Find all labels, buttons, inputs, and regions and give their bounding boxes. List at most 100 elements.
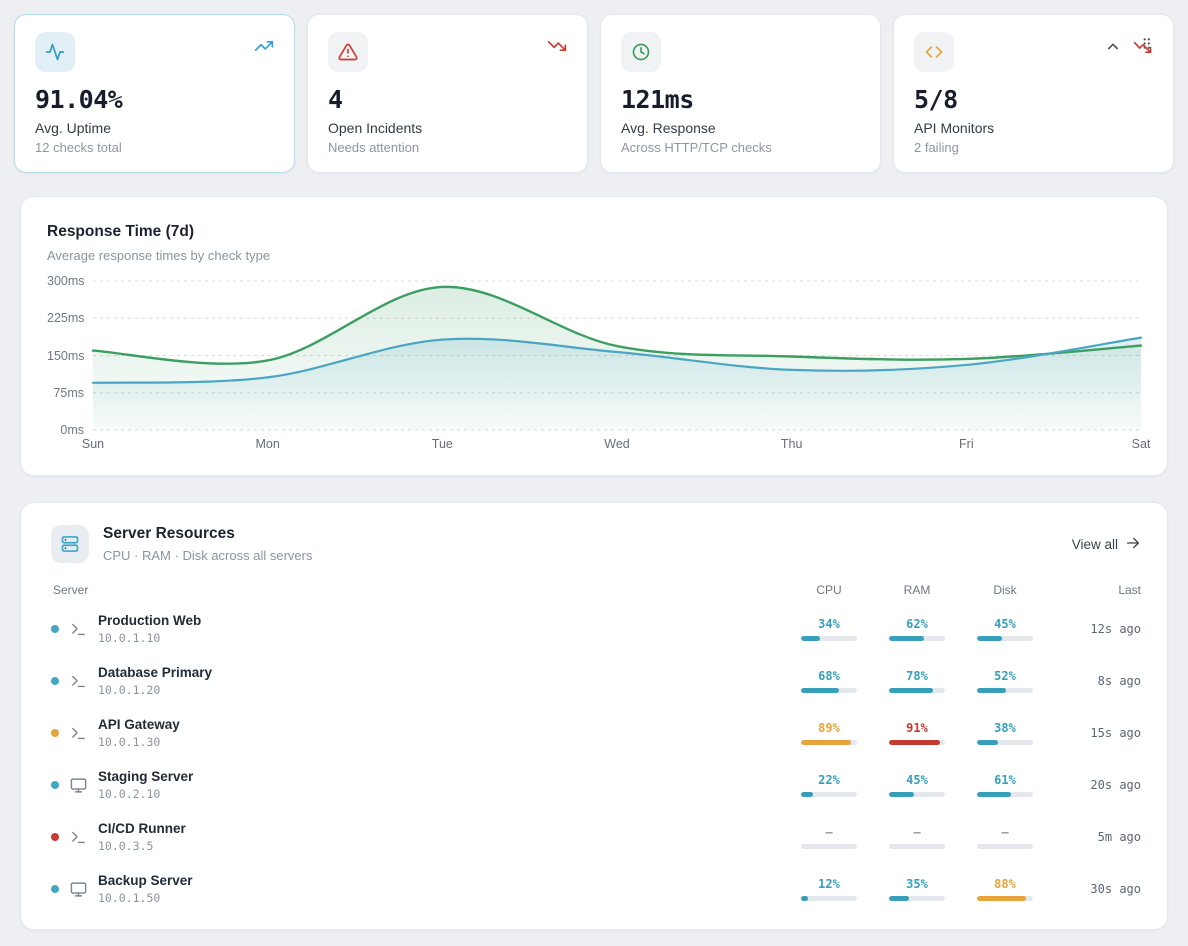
response-time-panel: Response Time (7d) Average response time… [20, 196, 1168, 476]
last-checked: 12s ago [1090, 622, 1141, 636]
chevron-up-icon[interactable] [1103, 36, 1123, 56]
uptime-label: Avg. Uptime [35, 120, 111, 136]
disk-bar [977, 636, 1033, 641]
terminal-icon [70, 621, 87, 638]
stat-card-incidents[interactable]: 4 Open Incidents Needs attention [307, 14, 588, 173]
ram-value: 45% [906, 773, 928, 787]
view-all-label: View all [1071, 536, 1118, 552]
monitors-value: 5/8 [914, 85, 958, 114]
ram-bar [889, 636, 945, 641]
server-row[interactable]: API Gateway 10.0.1.30 89% 91% 38% 15s ago [51, 707, 1141, 759]
disk-value: — [1001, 825, 1009, 839]
ram-value: — [913, 825, 921, 839]
last-checked: 8s ago [1097, 674, 1141, 688]
server-name: Production Web [98, 613, 202, 628]
stat-card-response[interactable]: 121ms Avg. Response Across HTTP/TCP chec… [600, 14, 881, 173]
disk-metric: 61% [961, 773, 1049, 797]
stat-card-uptime[interactable]: 91.04% Avg. Uptime 12 checks total [14, 14, 295, 173]
server-row[interactable]: Backup Server 10.0.1.50 12% 35% 88% 30s ago [51, 863, 1141, 915]
column-cpu: CPU [816, 583, 842, 597]
trend-down-icon [547, 36, 567, 56]
disk-bar [977, 688, 1033, 693]
x-tick: Fri [959, 437, 974, 451]
chart-subtitle: Average response times by check type [47, 248, 271, 263]
disk-metric: — [961, 825, 1049, 849]
response-value: 121ms [621, 85, 694, 114]
status-dot [51, 833, 59, 841]
stat-card-monitors[interactable]: 5/8 API Monitors 2 failing [893, 14, 1174, 173]
cpu-bar [801, 636, 857, 641]
grip-trend-down-icon[interactable] [1133, 36, 1153, 56]
ram-value: 35% [906, 877, 928, 891]
disk-value: 52% [994, 669, 1016, 683]
trend-up-icon [254, 36, 274, 56]
ram-bar [889, 896, 945, 901]
code-icon [914, 32, 954, 72]
stats-row: 91.04% Avg. Uptime 12 checks total 4 Ope… [0, 0, 1188, 173]
chart-canvas [93, 281, 1141, 431]
status-dot [51, 729, 59, 737]
server-row[interactable]: CI/CD Runner 10.0.3.5 — — — 5m ago [51, 811, 1141, 863]
chart-title: Response Time (7d) [47, 223, 195, 240]
disk-bar [977, 792, 1033, 797]
cpu-metric: 22% [785, 773, 873, 797]
arrow-right-icon [1125, 535, 1141, 554]
warning-icon [328, 32, 368, 72]
ram-bar [889, 740, 945, 745]
cpu-metric: 68% [785, 669, 873, 693]
cpu-value: — [825, 825, 833, 839]
cpu-bar [801, 792, 857, 797]
disk-metric: 88% [961, 877, 1049, 901]
cpu-value: 22% [818, 773, 840, 787]
server-ip: 10.0.3.5 [98, 839, 154, 853]
terminal-icon [70, 725, 87, 742]
disk-value: 61% [994, 773, 1016, 787]
x-tick: Sun [81, 437, 105, 451]
uptime-sub: 12 checks total [35, 140, 122, 155]
server-name: CI/CD Runner [98, 821, 186, 836]
disk-bar [977, 844, 1033, 849]
last-checked: 5m ago [1097, 830, 1141, 844]
activity-icon [35, 32, 75, 72]
ram-metric: 35% [873, 877, 961, 901]
column-last: Last [1118, 583, 1141, 597]
view-all-link[interactable]: View all [1072, 535, 1141, 554]
status-dot [51, 677, 59, 685]
incidents-value: 4 [328, 85, 343, 114]
y-axis-labels: 300ms 225ms 150ms 75ms 0ms [47, 274, 93, 457]
server-name: API Gateway [98, 717, 180, 732]
disk-metric: 38% [961, 721, 1049, 745]
monitor-icon [70, 777, 87, 794]
chart-plot-area[interactable]: Sun Mon Tue Wed Thu Fri Sat [82, 281, 1150, 457]
table-header-row: Server CPU RAM Disk Last [51, 579, 1141, 601]
cpu-bar [801, 844, 857, 849]
status-dot [51, 781, 59, 789]
status-dot [51, 625, 59, 633]
cpu-value: 89% [818, 721, 840, 735]
monitor-icon [70, 881, 87, 898]
response-label: Avg. Response [621, 120, 716, 136]
ram-value: 78% [906, 669, 928, 683]
disk-value: 45% [994, 617, 1016, 631]
ram-metric: 91% [873, 721, 961, 745]
cpu-metric: 89% [785, 721, 873, 745]
cpu-value: 34% [818, 617, 840, 631]
ram-metric: 78% [873, 669, 961, 693]
server-resources-panel: Server Resources CPU · RAM · Disk across… [20, 502, 1168, 930]
server-row[interactable]: Production Web 10.0.1.10 34% 62% 45% 12s ago [51, 603, 1141, 655]
server-name: Staging Server [98, 769, 194, 784]
server-panel-title: Server Resources [103, 525, 235, 542]
ram-bar [889, 792, 945, 797]
y-tick: 225ms [47, 311, 85, 326]
incidents-label: Open Incidents [328, 120, 423, 136]
server-row[interactable]: Staging Server 10.0.2.10 22% 45% 61% 20s ago [51, 759, 1141, 811]
server-ip: 10.0.1.20 [98, 683, 161, 697]
server-rows: Production Web 10.0.1.10 34% 62% 45% 12s ago D… [51, 603, 1141, 915]
server-ip: 10.0.1.50 [98, 891, 161, 905]
y-tick: 0ms [60, 423, 84, 437]
terminal-icon [70, 673, 87, 690]
server-row[interactable]: Database Primary 10.0.1.20 68% 78% 52% 8s ago [51, 655, 1141, 707]
disk-metric: 52% [961, 669, 1049, 693]
ram-metric: 45% [873, 773, 961, 797]
